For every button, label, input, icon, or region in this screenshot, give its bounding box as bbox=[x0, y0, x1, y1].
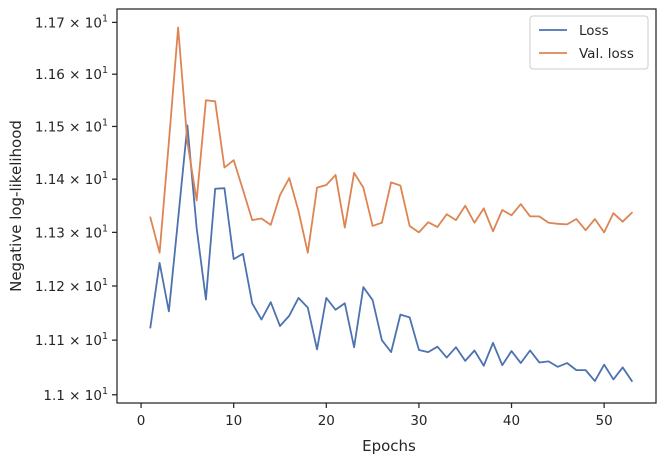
y-axis-ticks: 1.1 × 101 1.11 × 101 1.12 × 101 1.13 × 101 1… bbox=[35, 13, 117, 404]
y-tick-label: 1.1 × 101 bbox=[43, 386, 108, 404]
y-axis-label: Negative log-likelihood bbox=[7, 120, 25, 292]
y-tick-label: 1.12 × 101 bbox=[35, 277, 108, 295]
y-tick-label: 1.13 × 101 bbox=[35, 223, 108, 241]
x-tick-label: 40 bbox=[503, 413, 520, 429]
x-tick-label: 50 bbox=[596, 413, 613, 429]
y-tick-label: 1.17 × 101 bbox=[35, 13, 108, 31]
x-tick-label: 0 bbox=[137, 413, 146, 429]
x-axis-ticks: 0 10 20 30 40 50 bbox=[137, 403, 613, 429]
legend: Loss Val. loss bbox=[529, 15, 649, 70]
x-tick-label: 30 bbox=[410, 413, 427, 429]
y-tick-label: 1.14 × 101 bbox=[35, 170, 108, 188]
y-tick-label: 1.15 × 101 bbox=[35, 117, 108, 135]
series-layer bbox=[149, 26, 633, 382]
x-tick-label: 20 bbox=[318, 413, 335, 429]
series-line-loss bbox=[149, 124, 633, 382]
legend-label-val-loss: Val. loss bbox=[579, 46, 634, 62]
legend-label-loss: Loss bbox=[579, 23, 609, 39]
x-axis-label: Epochs bbox=[362, 437, 416, 455]
series-line-val-loss bbox=[149, 26, 633, 254]
plot-frame bbox=[116, 8, 657, 404]
y-tick-label: 1.16 × 101 bbox=[35, 65, 108, 83]
y-tick-label: 1.11 × 101 bbox=[35, 331, 108, 349]
x-tick-label: 10 bbox=[225, 413, 242, 429]
